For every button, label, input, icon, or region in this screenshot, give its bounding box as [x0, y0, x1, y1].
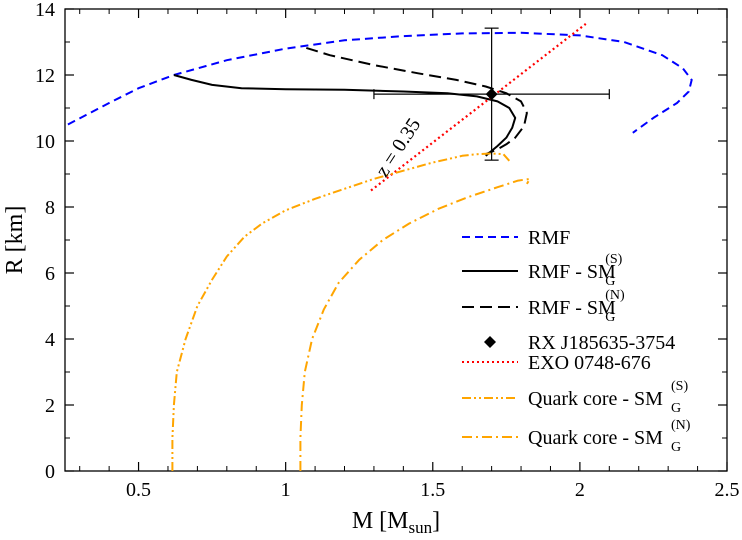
legend-label-sub: G — [605, 310, 615, 325]
data-point-rx-j185635-3754 — [485, 88, 498, 101]
y-tick-label: 10 — [35, 131, 55, 153]
y-tick-label: 0 — [45, 461, 55, 483]
legend-label-main: RX J185635-3754 — [528, 332, 675, 354]
legend-label-sup: (S) — [605, 252, 622, 267]
x-axis-label-main: M [M — [352, 508, 409, 534]
legend-label-sup: (N) — [605, 288, 625, 303]
x-axis-label: M [Msun] — [352, 508, 440, 537]
legend-label-sup: (N) — [671, 418, 691, 433]
legend-label-sup: (S) — [671, 379, 688, 394]
series-line-rmf-sm-g-n — [306, 46, 528, 156]
legend-label-main: RMF — [528, 227, 570, 249]
x-axis-label-close: ] — [432, 508, 440, 534]
y-tick-labels: 0 2 4 6 8 10 12 14 — [35, 0, 55, 483]
series-line-rmf-sm-g-s — [173, 74, 517, 157]
points-layer — [373, 27, 610, 161]
x-tick-label: 2.5 — [715, 479, 740, 501]
y-tick-label: 8 — [45, 197, 55, 219]
legend-label-main: EXO 0748-676 — [528, 352, 651, 374]
annotation-layer: z = 0.35 — [371, 114, 425, 181]
legend-label-main: RMF - SM — [528, 297, 616, 319]
y-tick-label: 6 — [45, 263, 55, 285]
legend-label-main: RMF - SM — [528, 261, 616, 283]
y-tick-label: 2 — [45, 395, 55, 417]
legend-label-exo-0748-676: EXO 0748-676 — [528, 352, 651, 374]
x-tick-label: 1.5 — [420, 479, 445, 501]
legend-label-main: Quark core - SM — [528, 427, 663, 449]
x-axis-label-sub: sun — [409, 518, 433, 537]
series-line-quark-core-sm-g-n — [299, 177, 531, 471]
x-tick-label: 0.5 — [126, 479, 151, 501]
y-tick-label: 12 — [35, 65, 55, 87]
y-tick-label: 4 — [45, 329, 55, 351]
legend-marker-rx-j185635-3754 — [484, 336, 496, 348]
series-layer — [67, 23, 693, 471]
x-tick-label: 2 — [575, 479, 585, 501]
x-tick-label: 1 — [281, 479, 291, 501]
y-axis-label: R [km] — [2, 206, 28, 275]
legend-label-rmf-sm-g-n: RMF - SM — [528, 297, 616, 319]
legend-label-sub: G — [605, 274, 615, 289]
legend-label-sub: G — [671, 440, 681, 455]
series-line-quark-core-sm-g-s — [171, 152, 511, 471]
legend-label-rx-j185635-3754: RX J185635-3754 — [528, 332, 675, 354]
legend-label-quark-core-sm-g-s: Quark core - SM — [528, 388, 663, 410]
series-line-rmf — [67, 31, 693, 134]
legend-label-quark-core-sm-g-n: Quark core - SM — [528, 427, 663, 449]
series-line-exo-0748-676 — [370, 23, 587, 192]
axis-ticks — [65, 8, 728, 472]
legend-label-sub: G — [671, 401, 681, 416]
annotation-label: z = 0.35 — [371, 114, 425, 181]
x-tick-labels: 0.5 1 1.5 2 2.5 — [126, 479, 739, 501]
y-tick-label: 14 — [35, 0, 55, 21]
legend-label-main: Quark core - SM — [528, 388, 663, 410]
legend-label-rmf-sm-g-s: RMF - SM — [528, 261, 616, 283]
legend-label-rmf: RMF — [528, 227, 570, 249]
